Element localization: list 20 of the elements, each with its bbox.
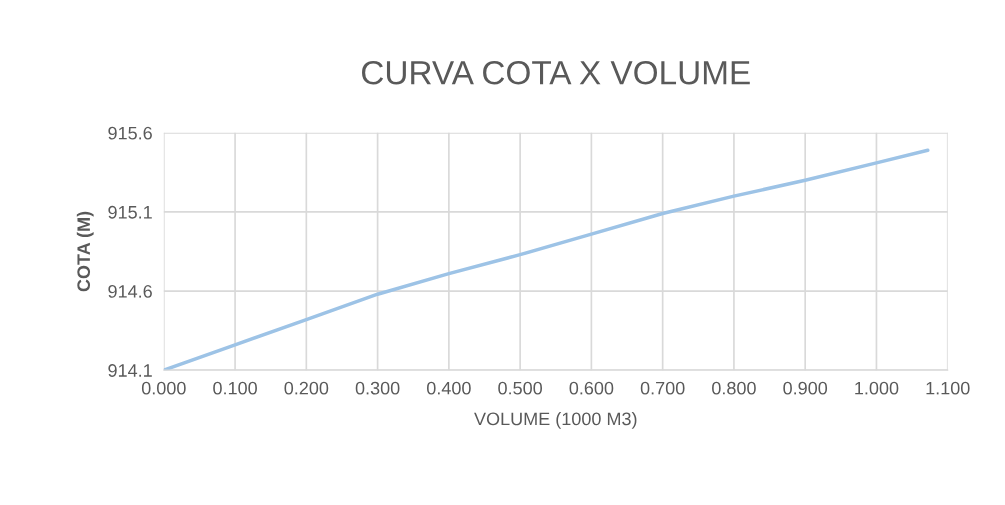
x-tick-label: 0.400	[426, 381, 471, 395]
x-tick-label: 0.900	[783, 381, 828, 395]
x-tick-label: 0.100	[213, 381, 257, 395]
x-tick-label: 0.600	[569, 381, 614, 395]
x-tick-label: 0.500	[498, 381, 543, 395]
x-tick-label: 1.100	[926, 381, 970, 395]
x-tick-label: 0.800	[712, 381, 756, 395]
y-tick-label: 915.6	[108, 126, 152, 140]
x-tick-label: 0.300	[355, 381, 400, 395]
y-tick-label: 914.1	[108, 364, 152, 377]
x-tick-label: 0.000	[141, 381, 186, 395]
y-tick-label: 914.6	[108, 284, 152, 298]
y-tick-label: 915.1	[108, 205, 152, 219]
line-series	[163, 148, 930, 371]
x-tick-label: 0.700	[640, 381, 685, 395]
x-tick-label: 1.000	[855, 381, 899, 395]
chart-title: CURVA COTA X VOLUME	[362, 60, 750, 85]
x-tick-label: 0.200	[284, 381, 329, 395]
y-axis-title: COTA (M)	[76, 211, 94, 292]
x-axis-title: VOLUME (1000 M3)	[474, 412, 637, 429]
